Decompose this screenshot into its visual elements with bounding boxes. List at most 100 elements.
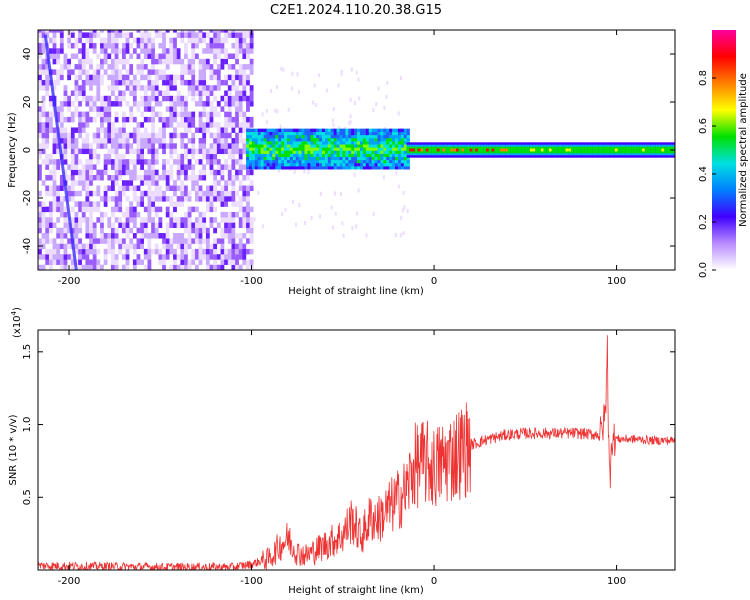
heat-cell — [184, 190, 188, 197]
heat-cell — [165, 122, 170, 128]
heat-cell — [205, 201, 210, 207]
heat-cell — [147, 217, 152, 223]
heat-cell — [114, 32, 119, 38]
heat-cell — [151, 111, 155, 118]
heat-cell — [238, 243, 243, 250]
heat-cell — [224, 138, 228, 144]
heat-cell — [336, 147, 340, 151]
heat-cell — [330, 166, 334, 170]
heat-cell — [92, 201, 97, 207]
heat-cell — [383, 128, 387, 133]
heat-cell — [386, 138, 390, 142]
heat-cell — [92, 233, 97, 239]
heat-cell — [41, 264, 46, 270]
heat-cell — [162, 95, 166, 102]
heat-cell — [235, 190, 239, 197]
heat-cell — [198, 185, 203, 192]
heat-cell — [319, 159, 323, 164]
heat-cell — [111, 58, 115, 65]
heat-cell — [374, 138, 378, 142]
heat-cell — [281, 144, 285, 148]
heat-cell — [324, 134, 329, 139]
heat-cell — [198, 116, 203, 123]
heat-cell — [377, 134, 381, 139]
heat-cell — [129, 180, 134, 186]
heat-cell — [216, 138, 221, 144]
heat-cell — [107, 30, 112, 33]
heat-cell — [238, 217, 243, 223]
heat-cell — [227, 101, 232, 107]
heat-cell — [246, 169, 250, 176]
heat-cell — [231, 32, 236, 38]
heat-cell — [357, 141, 361, 145]
heat-cell — [260, 153, 264, 157]
heat-cell — [249, 238, 254, 244]
heat-cell — [246, 116, 250, 123]
heat-cell — [85, 201, 90, 207]
heat-cell — [316, 131, 320, 136]
heat-cell — [319, 150, 323, 154]
heat-cell — [96, 53, 101, 60]
heat-cell — [289, 141, 294, 145]
heat-cell — [173, 201, 177, 207]
heat-cell — [81, 201, 86, 207]
heat-cell — [107, 196, 112, 202]
heat-cell — [125, 101, 130, 107]
heat-cell — [103, 95, 108, 102]
heat-cell — [140, 180, 145, 186]
heat-cell — [330, 159, 334, 164]
heat-cell — [281, 134, 285, 139]
heat-cell — [322, 162, 326, 167]
heat-cell — [154, 69, 159, 75]
heat-cell — [78, 238, 82, 244]
heat-cell — [235, 248, 239, 255]
heat-cell — [129, 217, 134, 223]
heat-cell — [162, 132, 166, 139]
heat-cell — [143, 106, 148, 112]
heat-cell — [281, 166, 285, 170]
heat-cell — [56, 248, 61, 255]
heat-cell — [78, 58, 82, 65]
heat-cell — [63, 159, 68, 165]
heat-cell — [246, 206, 250, 213]
heat-cell — [81, 174, 86, 181]
heat-cell — [180, 95, 185, 102]
heat-cell — [425, 148, 429, 152]
heat-cell — [180, 74, 185, 81]
heat-cell — [143, 127, 148, 133]
heat-cell — [78, 201, 82, 207]
heat-cell — [132, 48, 137, 54]
heat-cell — [147, 101, 152, 107]
heat-cell — [180, 196, 185, 202]
heat-cell — [275, 150, 279, 154]
heat-cell — [121, 79, 126, 86]
heat-cell — [246, 264, 250, 270]
heat-cell — [249, 233, 254, 239]
heat-cell — [165, 159, 170, 165]
heat-cell — [220, 259, 225, 265]
heat-cell — [180, 217, 185, 223]
heat-cell — [213, 169, 218, 176]
heat-cell — [266, 144, 270, 148]
heat-cell — [213, 122, 218, 128]
heat-cell — [227, 148, 232, 155]
heat-cell — [48, 127, 53, 133]
heat-cell — [121, 190, 126, 197]
heat-cell — [136, 106, 141, 112]
heat-cell — [132, 169, 137, 176]
heat-cell — [132, 196, 137, 202]
snr-frame — [37, 329, 676, 571]
heat-cell — [295, 166, 299, 170]
y-tick-label: -40 — [22, 238, 33, 254]
heat-cell — [114, 37, 119, 44]
heat-cell — [242, 217, 247, 223]
heat-cell — [114, 164, 119, 170]
heat-cell — [118, 32, 123, 38]
heat-cell — [220, 148, 225, 155]
heat-cell — [81, 127, 86, 133]
heat-cell — [45, 122, 50, 128]
heat-cell — [353, 100, 356, 105]
heat-cell — [169, 79, 174, 86]
heat-cell — [107, 148, 112, 155]
heat-cell — [111, 79, 115, 86]
